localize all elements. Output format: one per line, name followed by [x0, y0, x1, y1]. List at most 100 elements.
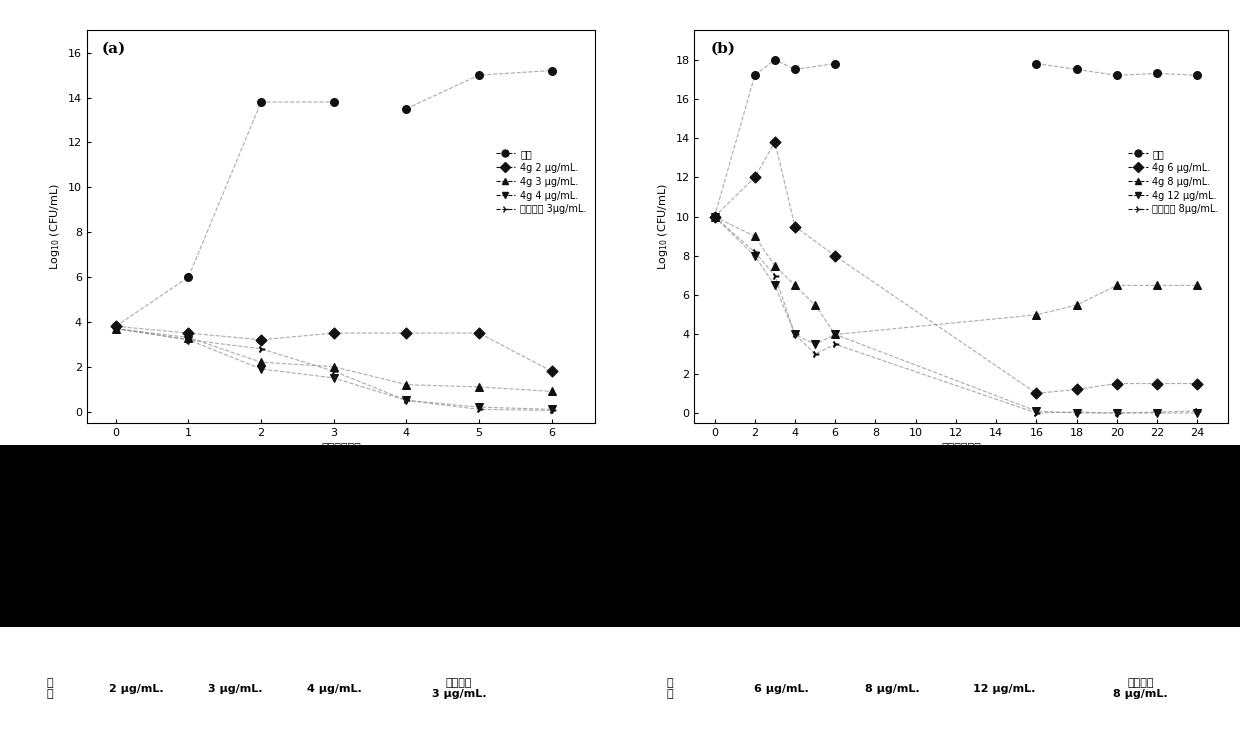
- Point: [179, 327, 198, 339]
- Point: [1188, 69, 1208, 82]
- Point: [785, 328, 805, 341]
- Point: [179, 334, 198, 346]
- Point: [397, 103, 417, 115]
- Point: [765, 270, 785, 282]
- Point: [105, 322, 125, 334]
- Point: [785, 63, 805, 76]
- Point: [805, 338, 825, 350]
- Point: [542, 403, 562, 415]
- Point: [469, 69, 489, 81]
- Point: [745, 171, 765, 183]
- Text: 8 μg/mL.: 8 μg/mL.: [866, 683, 920, 694]
- Point: [1027, 405, 1047, 417]
- Point: [765, 136, 785, 148]
- Point: [1066, 407, 1086, 419]
- Point: [1027, 407, 1047, 419]
- Point: [469, 403, 489, 415]
- Y-axis label: Log$_{10}$ (CFU/mL): Log$_{10}$ (CFU/mL): [656, 183, 670, 270]
- Point: [745, 69, 765, 82]
- Point: [105, 320, 125, 332]
- Point: [469, 401, 489, 413]
- Point: [704, 211, 724, 223]
- Point: [1066, 299, 1086, 311]
- Point: [1188, 279, 1208, 291]
- Point: [704, 211, 724, 223]
- Text: (a): (a): [102, 42, 126, 56]
- Point: [1147, 67, 1167, 79]
- Point: [1147, 378, 1167, 390]
- Point: [324, 327, 343, 339]
- Point: [252, 343, 272, 355]
- X-axis label: 时间（小时）: 时间（小时）: [941, 443, 981, 453]
- Point: [179, 331, 198, 344]
- Point: [1188, 407, 1208, 419]
- Text: 对
照: 对 照: [666, 678, 673, 699]
- Point: [1188, 405, 1208, 417]
- Point: [542, 365, 562, 378]
- Point: [826, 57, 846, 69]
- Point: [469, 381, 489, 393]
- X-axis label: 时间（小时）: 时间（小时）: [321, 443, 361, 453]
- Text: 12 μg/mL.: 12 μg/mL.: [973, 683, 1035, 694]
- Point: [105, 322, 125, 334]
- Point: [1066, 63, 1086, 76]
- Point: [1027, 57, 1047, 69]
- Point: [397, 394, 417, 406]
- Point: [179, 271, 198, 283]
- Point: [542, 385, 562, 397]
- Point: [542, 405, 562, 417]
- Point: [745, 250, 765, 262]
- Text: 对
照: 对 照: [46, 678, 53, 699]
- Point: [397, 378, 417, 390]
- Point: [1107, 69, 1127, 82]
- Point: [542, 64, 562, 76]
- Point: [397, 394, 417, 406]
- Point: [765, 54, 785, 66]
- Point: [1147, 279, 1167, 291]
- Point: [704, 211, 724, 223]
- Legend: 对照, 4g 2 μg/mL., 4g 3 μg/mL., 4g 4 μg/mL., 万古霉素 3μg/mL.: 对照, 4g 2 μg/mL., 4g 3 μg/mL., 4g 4 μg/mL…: [492, 145, 590, 218]
- Point: [1027, 309, 1047, 321]
- Point: [179, 334, 198, 346]
- Point: [105, 320, 125, 332]
- Text: 4 μg/mL.: 4 μg/mL.: [308, 683, 362, 694]
- Point: [704, 211, 724, 223]
- Point: [1066, 384, 1086, 396]
- Point: [324, 361, 343, 373]
- Point: [397, 327, 417, 339]
- Point: [785, 220, 805, 233]
- Point: [1066, 406, 1086, 418]
- Text: 万古霉素
8 μg/mL.: 万古霉素 8 μg/mL.: [1114, 678, 1168, 699]
- Point: [765, 260, 785, 272]
- Point: [745, 230, 765, 242]
- Point: [469, 327, 489, 339]
- Text: 2 μg/mL.: 2 μg/mL.: [109, 683, 164, 694]
- Point: [252, 356, 272, 368]
- Point: [765, 279, 785, 291]
- Point: [324, 372, 343, 384]
- Point: [826, 250, 846, 262]
- Point: [785, 328, 805, 341]
- Point: [324, 365, 343, 378]
- Text: 6 μg/mL.: 6 μg/mL.: [754, 683, 808, 694]
- Point: [252, 334, 272, 346]
- Point: [826, 338, 846, 350]
- Point: [805, 299, 825, 311]
- Point: [1107, 378, 1127, 390]
- Point: [745, 246, 765, 258]
- Text: 3 μg/mL.: 3 μg/mL.: [208, 683, 263, 694]
- Point: [105, 322, 125, 334]
- Point: [805, 348, 825, 360]
- Point: [1027, 387, 1047, 399]
- Point: [324, 96, 343, 108]
- Point: [1107, 407, 1127, 419]
- Point: [1107, 407, 1127, 419]
- Point: [252, 363, 272, 375]
- Point: [1107, 279, 1127, 291]
- Y-axis label: Log$_{10}$ (CFU/mL): Log$_{10}$ (CFU/mL): [48, 183, 62, 270]
- Text: (b): (b): [711, 42, 735, 56]
- Text: 万古霉素
3 μg/mL.: 万古霉素 3 μg/mL.: [432, 678, 486, 699]
- Point: [1147, 407, 1167, 419]
- Point: [785, 279, 805, 291]
- Point: [826, 328, 846, 341]
